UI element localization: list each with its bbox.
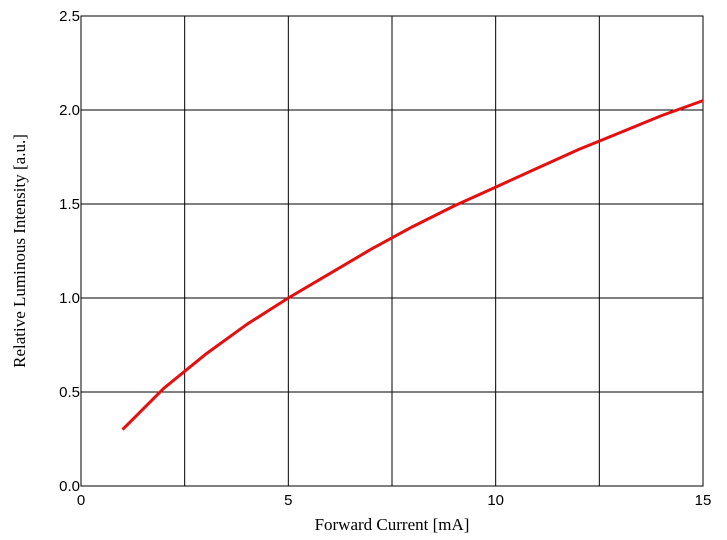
y-tick-label: 1.5 [59,196,80,213]
x-tick-label: 15 [695,492,712,509]
x-tick-labels: 0 5 10 15 [77,492,712,509]
x-tick-label: 10 [487,492,504,509]
series-line [121,99,704,431]
grid-vertical-lines [184,16,600,486]
grid-horizontal-lines [81,109,703,393]
y-tick-label: 2.0 [59,102,80,119]
plot-area-frame [80,15,704,487]
x-tick-label: 0 [77,492,85,509]
y-tick-label: 0.5 [59,384,80,401]
x-axis-title: Forward Current [mA] [315,515,470,534]
y-tick-label: 0.0 [59,478,80,495]
y-tick-label: 2.5 [59,8,80,25]
y-tick-label: 1.0 [59,290,80,307]
y-axis-title: Relative Luminous Intensity [a.u.] [10,134,29,368]
series-layer [121,99,704,431]
y-tick-labels: 0.0 0.5 1.0 1.5 2.0 2.5 [59,8,80,495]
x-tick-label: 5 [284,492,292,509]
